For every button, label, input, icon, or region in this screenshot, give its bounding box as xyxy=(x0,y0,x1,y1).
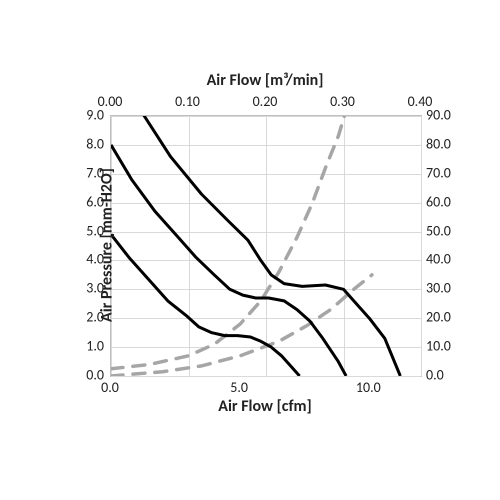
tick-label: 30.0 xyxy=(426,280,451,297)
tick-label: 1.0 xyxy=(74,338,104,355)
gridline-horizontal xyxy=(111,376,421,377)
gridline-vertical xyxy=(421,116,422,376)
tick-label: 60.0 xyxy=(426,193,451,210)
series-dashed-low xyxy=(111,275,372,376)
tick-label: 80.0 xyxy=(426,135,451,152)
tick-label: 10.0 xyxy=(426,338,451,355)
tick-label: 5.0 xyxy=(230,379,248,396)
plot-area xyxy=(110,115,422,377)
tick-label: 0.20 xyxy=(253,93,278,110)
tick-label: 70.0 xyxy=(426,164,451,181)
tick-label: 50.0 xyxy=(426,222,451,239)
series-layer xyxy=(111,116,421,376)
tick-label: 0.10 xyxy=(175,93,200,110)
axis-title: Air Flow [m³/min] xyxy=(207,71,324,90)
tick-label: 8.0 xyxy=(74,135,104,152)
tick-label: 0.0 xyxy=(426,367,444,384)
axis-title: Air Flow [cfm] xyxy=(218,397,311,416)
tick-label: 0.30 xyxy=(330,93,355,110)
series-curve-low xyxy=(111,234,300,376)
tick-label: 0.0 xyxy=(74,367,104,384)
tick-label: 90.0 xyxy=(426,107,451,124)
tick-label: 10.0 xyxy=(356,379,381,396)
axis-title: Air Pressure [mm-H2O] xyxy=(97,168,116,322)
series-curve-high xyxy=(137,104,401,376)
series-dashed-high xyxy=(111,110,346,369)
tick-label: 9.0 xyxy=(74,107,104,124)
series-curve-mid xyxy=(111,145,346,376)
tick-label: 40.0 xyxy=(426,251,451,268)
tick-label: 20.0 xyxy=(426,309,451,326)
